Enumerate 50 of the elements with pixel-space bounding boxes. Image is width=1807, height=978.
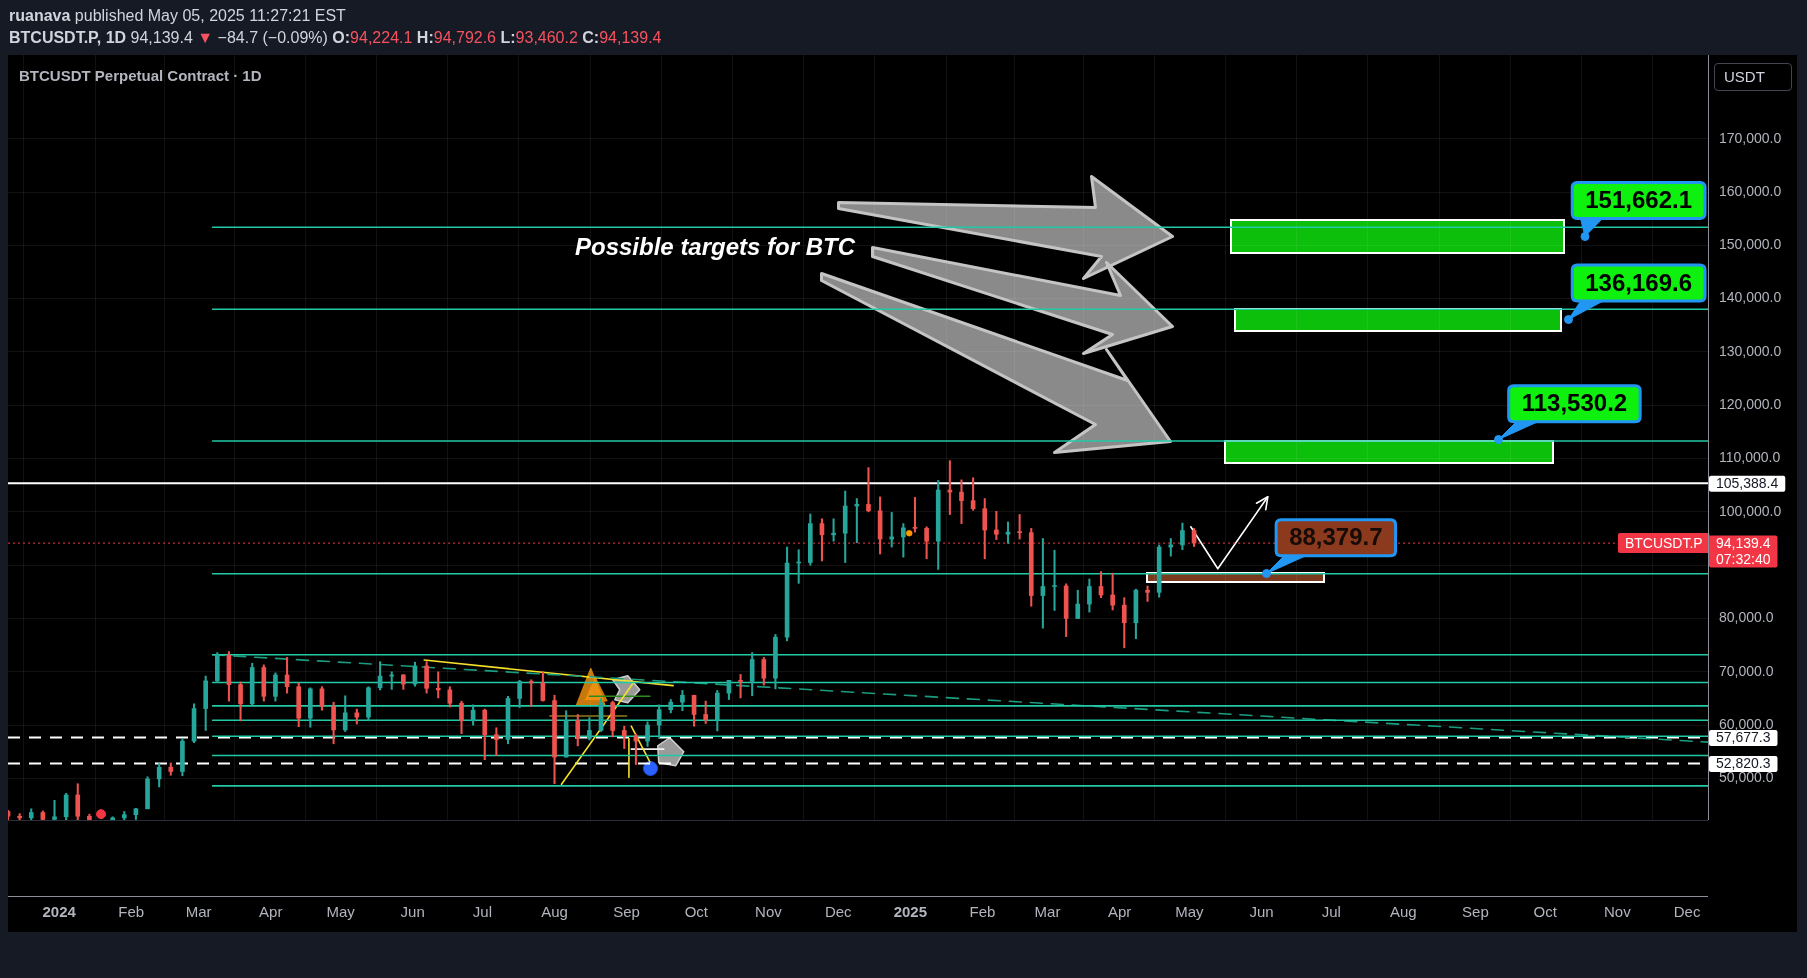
annotation: 136,169.6	[1585, 268, 1693, 296]
y-tick-label: 150,000.0	[1719, 236, 1782, 253]
y-tick-label: 110,000.0	[1719, 449, 1781, 466]
x-tick-label: Apr	[259, 903, 283, 921]
annotation: BTCUSDT.P	[1624, 534, 1703, 551]
y-tick-label: 100,000.0	[1719, 502, 1782, 519]
x-tick-label: Feb	[118, 903, 145, 921]
x-tick-label: Sep	[613, 903, 640, 921]
ref-line-label: 57,677.3	[1716, 729, 1771, 746]
annotation: 113,530.2	[1521, 389, 1628, 417]
annotation: 151,662.1	[1585, 186, 1693, 214]
y-tick-label: 120,000.0	[1719, 396, 1782, 413]
y-tick-label: 140,000.0	[1719, 289, 1782, 306]
x-tick-label: Jul	[472, 903, 493, 921]
ref-line-label: 94,139.4 07:32:40	[1716, 534, 1771, 567]
x-tick-label: Aug	[1390, 903, 1417, 921]
x-tick-label: 2025	[893, 903, 928, 921]
x-tick-label: Oct	[684, 903, 709, 921]
x-tick-label: Mar	[1034, 903, 1061, 921]
annotation: Possible targets for BTC	[575, 233, 856, 261]
text: ruanava published May 05, 2025 11:27:21 EST	[9, 6, 346, 26]
text: BTCUSDT.P, 1D 94,139.4 ▼ −84.7 (−0.09%) O:94,224.1 H:94,792.6 L:93,460.2 C:94,139.4	[9, 29, 662, 46]
x-tick-label: 2024	[42, 903, 77, 921]
y-tick-label: 160,000.0	[1719, 182, 1782, 199]
x-tick-label: Jun	[1249, 903, 1274, 921]
x-tick-label: Oct	[1533, 903, 1558, 921]
ref-line-label: 52,820.3	[1716, 755, 1771, 772]
text: BTCUSDT Perpetual Contract · 1D	[19, 67, 262, 85]
x-tick-label: Jun	[400, 903, 425, 921]
x-tick-label: Dec	[1673, 903, 1701, 921]
y-tick-label: 130,000.0	[1719, 342, 1782, 359]
y-tick-label: 80,000.0	[1719, 609, 1774, 626]
x-tick-label: Nov	[1603, 903, 1632, 921]
y-tick-label: 70,000.0	[1719, 662, 1774, 679]
x-tick-label: May	[326, 903, 356, 921]
ref-line-label: 105,388.4	[1716, 475, 1779, 491]
x-tick-label: Sep	[1462, 903, 1489, 921]
x-tick-label: Dec	[824, 903, 853, 921]
y-axis-title: USDT	[1714, 63, 1792, 91]
y-tick-label: 50,000.0	[1719, 769, 1774, 786]
x-tick-label: Aug	[541, 903, 568, 921]
y-tick-label: 60,000.0	[1719, 715, 1774, 732]
y-tick-label: 170,000.0	[1719, 129, 1782, 146]
x-tick-label: Jul	[1321, 903, 1341, 921]
x-tick-label: Feb	[969, 903, 996, 921]
x-tick-label: Apr	[1107, 903, 1132, 921]
annotation: 88,379.7	[1289, 523, 1383, 551]
x-tick-label: May	[1175, 903, 1205, 921]
x-tick-label: Mar	[185, 903, 212, 921]
x-tick-label: Nov	[755, 903, 783, 921]
